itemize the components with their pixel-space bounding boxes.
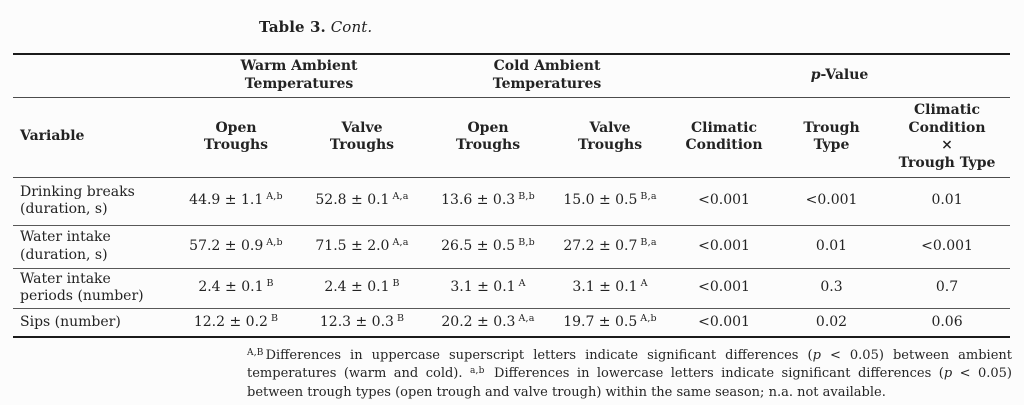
- superscript: B,a: [640, 191, 657, 203]
- col-header-variable: Variable: [13, 97, 173, 178]
- superscript: A,a: [392, 236, 409, 248]
- cell-p-trough: <0.001: [779, 177, 885, 226]
- pvalue-italic-p: p: [810, 67, 821, 83]
- cell-p-trough: 0.02: [815, 313, 848, 330]
- variable-label: Sips (number): [20, 313, 121, 330]
- group-header-pvalue: p-Value: [669, 54, 1011, 98]
- col-header-cold-valve: Valve Troughs: [551, 97, 670, 178]
- cell-cold-valve: 27.2 ± 0.7 B,a: [551, 225, 670, 269]
- table-title-number: Table 3.: [259, 18, 326, 36]
- cell-warm-valve: 71.5 ± 2.0 A,a: [299, 225, 426, 269]
- cell-p-trough: 0.01: [779, 225, 885, 269]
- variable-label: Water intake (duration, s): [13, 225, 173, 269]
- footnote-superscript-lower: a,b: [469, 366, 485, 377]
- superscript: A: [518, 278, 526, 290]
- cell-p-interaction: 0.06: [931, 313, 963, 330]
- superscript: A,b: [266, 191, 283, 203]
- footnote-italic-p: p: [812, 348, 821, 363]
- cell-cold-valve: 15.0 ± 0.5 B,a: [551, 177, 670, 226]
- cell-warm-open: 2.4 ± 0.1 B: [173, 268, 299, 309]
- group-header-empty: [13, 54, 173, 98]
- superscript: B: [392, 278, 400, 290]
- superscript: A: [640, 278, 648, 290]
- cell-p-interaction: 0.01: [884, 177, 1011, 226]
- cell-p-climatic: <0.001: [669, 177, 780, 226]
- results-table: Warm Ambient Temperatures Cold Ambient T…: [13, 53, 1011, 338]
- group-header-row: Warm Ambient Temperatures Cold Ambient T…: [13, 54, 1011, 98]
- footnote-italic-p: p: [943, 366, 953, 382]
- footnote-text: Differences in uppercase superscript let…: [265, 348, 813, 363]
- table-title: Table 3. Cont.: [259, 18, 372, 36]
- footnote-text: < 0.05) between ambient temperatures (wa…: [247, 348, 1012, 382]
- cell-cold-open: 26.5 ± 0.5 B,b: [425, 225, 552, 269]
- cell-cold-valve: 19.7 ± 0.5 A,b: [563, 312, 657, 330]
- col-header-interaction: Climatic Condition × Trough Type: [884, 97, 1011, 178]
- footnote-text: < 0.05) between trough types (open troug…: [247, 366, 1012, 400]
- col-header-cold-open: Open Troughs: [425, 97, 552, 178]
- superscript: A,a: [518, 312, 535, 324]
- variable-label: Drinking breaks (duration, s): [13, 177, 173, 226]
- cell-warm-valve: 2.4 ± 0.1 B: [299, 268, 426, 309]
- col-header-warm-valve: Valve Troughs: [299, 97, 426, 178]
- cell-warm-valve: 52.8 ± 0.1 A,a: [299, 177, 426, 226]
- col-header-climatic-condition: Climatic Condition: [669, 97, 780, 178]
- cell-warm-open: 57.2 ± 0.9 A,b: [173, 225, 299, 269]
- table-row-water-intake-duration: Water intake (duration, s) 57.2 ± 0.9 A,b…: [13, 225, 1011, 269]
- superscript: A,b: [266, 236, 283, 248]
- cell-p-climatic: <0.001: [669, 268, 780, 309]
- col-header-warm-open: Open Troughs: [173, 97, 299, 178]
- footnote-text: Differences in lowercase letters indicat…: [486, 366, 944, 382]
- column-header-row: Variable Open Troughs Valve Troughs Open…: [13, 97, 1011, 178]
- table-title-cont: Cont.: [330, 18, 373, 36]
- superscript: B: [266, 278, 274, 290]
- group-header-cold: Cold Ambient Temperatures: [425, 54, 670, 98]
- superscript: A,a: [392, 191, 409, 203]
- cell-cold-open: 3.1 ± 0.1 A: [425, 268, 552, 309]
- cell-p-trough: 0.3: [779, 268, 885, 309]
- cell-p-climatic: <0.001: [669, 225, 780, 269]
- superscript: B,b: [518, 236, 535, 248]
- superscript: B: [396, 312, 405, 324]
- pvalue-rest: -Value: [820, 67, 869, 83]
- variable-label: Water intake periods (number): [13, 268, 173, 309]
- group-header-warm: Warm Ambient Temperatures: [173, 54, 426, 98]
- table-footnote: A,B Differences in uppercase superscript …: [247, 347, 1012, 402]
- cell-cold-open: 20.2 ± 0.3 A,a: [441, 312, 535, 330]
- cell-warm-open: 44.9 ± 1.1 A,b: [173, 177, 299, 226]
- table-row-sips: Sips (number) 12.2 ± 0.2 B 12.3 ± 0.3 B 20…: [13, 308, 1010, 337]
- col-header-trough-type: Trough Type: [779, 97, 885, 178]
- superscript: B,a: [640, 236, 657, 248]
- superscript: A,b: [640, 312, 657, 324]
- cell-p-interaction: 0.7: [884, 268, 1011, 309]
- cell-cold-valve: 3.1 ± 0.1 A: [551, 268, 670, 309]
- cell-warm-open: 12.2 ± 0.2 B: [193, 312, 279, 330]
- table-row-water-intake-periods: Water intake periods (number) 2.4 ± 0.1 B…: [13, 268, 1011, 309]
- superscript: B,b: [518, 191, 535, 203]
- table-row-drinking-breaks: Drinking breaks (duration, s) 44.9 ± 1.1…: [13, 177, 1011, 226]
- superscript: B: [270, 312, 279, 324]
- footnote-superscript-upper: A,B: [247, 348, 264, 358]
- cell-p-interaction: <0.001: [884, 225, 1011, 269]
- cell-p-climatic: <0.001: [698, 313, 750, 330]
- cell-warm-valve: 12.3 ± 0.3 B: [319, 312, 405, 330]
- cell-cold-open: 13.6 ± 0.3 B,b: [425, 177, 552, 226]
